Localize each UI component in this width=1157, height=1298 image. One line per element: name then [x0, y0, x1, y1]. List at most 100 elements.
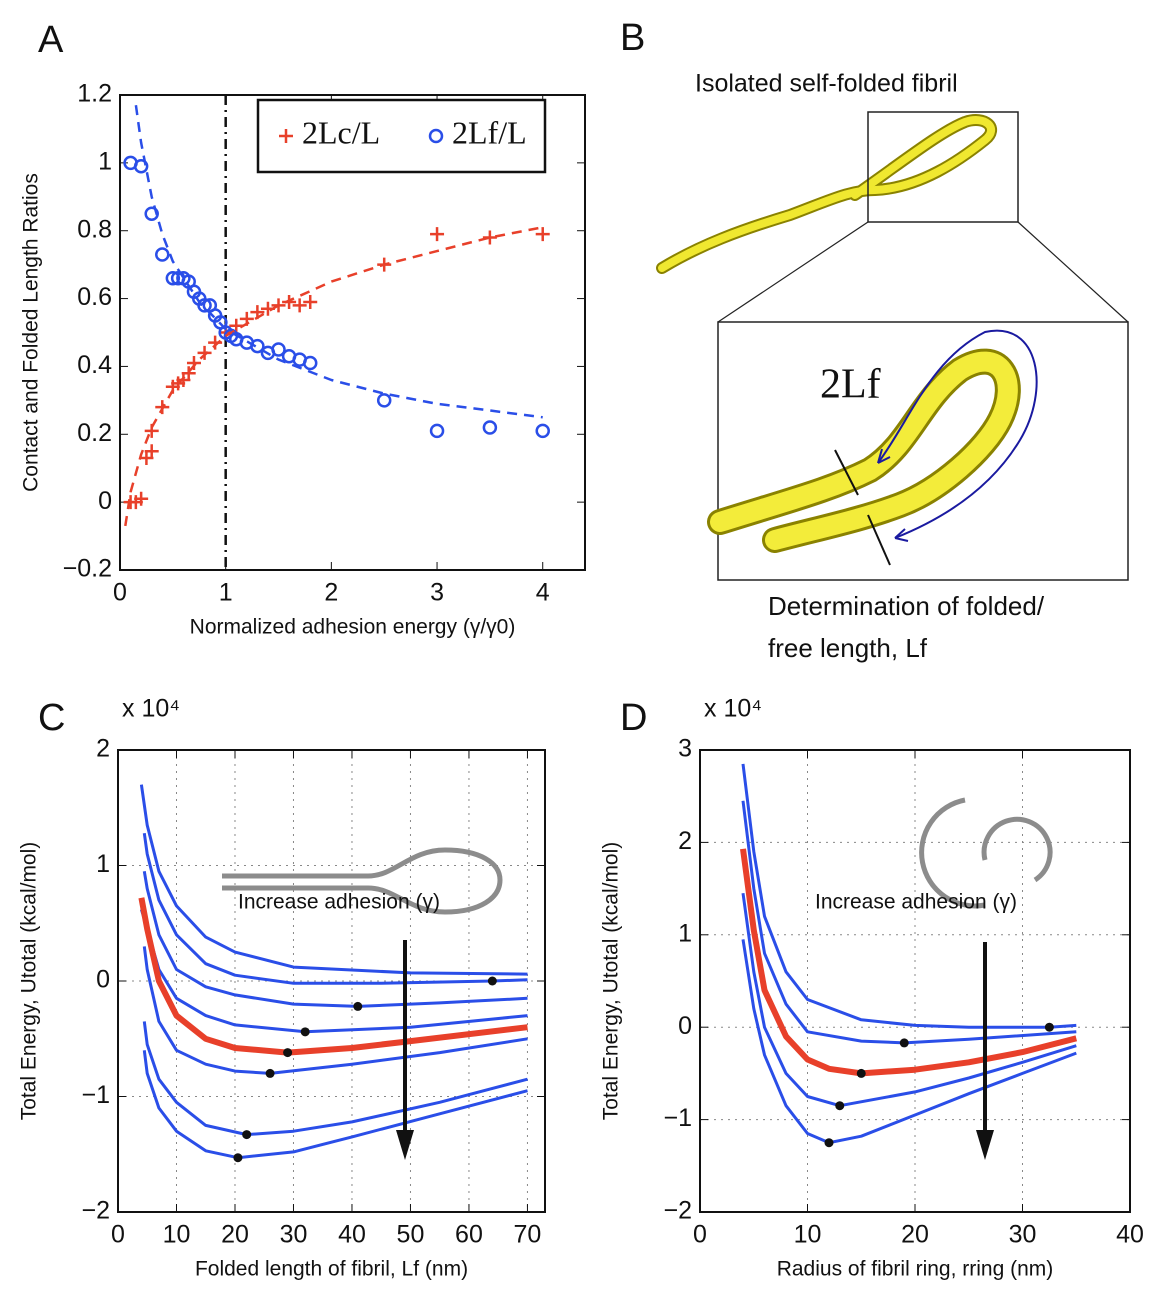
circle-marker — [376, 393, 392, 408]
panel-letter: A — [38, 19, 64, 61]
legend-box — [256, 98, 547, 174]
energy-curve — [139, 784, 528, 976]
y-tick-label: −0.2 — [63, 555, 112, 583]
y-axis-label: Total Energy, Utotal (kcal/mol) — [600, 842, 623, 1121]
axis-multiplier: x 10⁴ — [704, 695, 762, 723]
y-tick-label: 0 — [96, 966, 110, 994]
circle-marker — [165, 270, 181, 286]
zoom-line — [1017, 221, 1129, 323]
y-tick-label: 1 — [96, 850, 110, 878]
fit-curve — [134, 105, 543, 419]
x-tick-label: 70 — [514, 1221, 542, 1249]
energy-curve — [142, 1050, 528, 1160]
y-tick-label: 1 — [678, 919, 692, 947]
minimum-dot — [233, 1153, 243, 1163]
circle-marker — [535, 423, 550, 439]
circle-marker — [250, 338, 265, 354]
hairpin-icon — [222, 847, 503, 915]
y-tick-label: 0 — [678, 1012, 692, 1040]
zoom-line — [717, 221, 869, 323]
series-group — [138, 784, 528, 1163]
minimum-dot — [300, 1027, 310, 1037]
x-tick-label: 3 — [430, 579, 444, 607]
plot-frame — [119, 94, 586, 571]
trend-arrow-head — [396, 1130, 414, 1160]
cut-mark — [867, 514, 891, 566]
y-tick-label: −1 — [663, 1104, 692, 1132]
fibril-small — [658, 116, 995, 272]
minimum-dot — [899, 1038, 909, 1048]
plus-marker — [292, 298, 307, 313]
minimum-dot — [487, 976, 497, 986]
panel-b: B Isolated self-folded fibril 2Lf Determ… — [620, 17, 1129, 663]
ring-icon — [919, 797, 986, 909]
minimum-dot — [824, 1138, 834, 1148]
circle-marker — [271, 342, 286, 357]
energy-curve — [741, 892, 1077, 1108]
annotation: Increase adhesion (γ) — [815, 891, 1017, 914]
energy-curve — [741, 763, 1077, 1029]
x-tick-label: 20 — [221, 1221, 249, 1249]
plus-marker — [144, 444, 159, 459]
circle-marker — [155, 247, 170, 262]
x-tick-label: 0 — [111, 1221, 125, 1249]
y-tick-label: 2 — [678, 827, 692, 855]
energy-curve — [741, 800, 1077, 1045]
plus-marker — [430, 227, 445, 242]
plus-marker — [134, 491, 149, 506]
x-tick-label: 60 — [455, 1221, 483, 1249]
plus-marker — [186, 356, 201, 371]
plot-frame — [117, 749, 546, 1213]
x-tick-label: 30 — [1009, 1221, 1037, 1249]
x-tick-label: 0 — [113, 579, 127, 607]
diagram-title: Isolated self-folded fibril — [695, 70, 958, 98]
y-tick-label: 1 — [98, 147, 112, 175]
y-tick-label: 0.2 — [77, 419, 112, 447]
y-tick-label: −1 — [81, 1081, 110, 1109]
panel-letter: D — [620, 697, 647, 739]
plus-marker — [181, 366, 196, 381]
y-tick-label: 0.6 — [77, 283, 112, 311]
x-tick-label: 50 — [397, 1221, 425, 1249]
x-tick-label: 10 — [163, 1221, 191, 1249]
zoom-box — [867, 111, 1019, 223]
energy-curve — [142, 1021, 528, 1137]
panel-letter: B — [620, 17, 645, 59]
caption: Determination of folded/ — [768, 591, 1045, 621]
plus-marker — [271, 298, 286, 313]
axis-multiplier: x 10⁴ — [122, 695, 180, 723]
legend-label: 2Lc/L — [302, 114, 380, 150]
energy-curve — [142, 871, 528, 1008]
energy-curve — [138, 897, 528, 1056]
plot-frame — [699, 749, 1131, 1213]
plot-background — [120, 95, 585, 570]
x-tick-label: 10 — [794, 1221, 822, 1249]
y-tick-label: 0.4 — [77, 351, 112, 379]
x-tick-label: 2 — [324, 579, 338, 607]
annotation: Increase adhesion (γ) — [238, 891, 440, 914]
circle-marker — [428, 128, 444, 144]
y-tick-label: 0.8 — [77, 215, 112, 243]
y-tick-label: −2 — [663, 1197, 692, 1225]
minimum-dot — [856, 1068, 866, 1078]
x-axis-label: Normalized adhesion energy (γ/γ0) — [190, 616, 516, 639]
series-group — [123, 105, 550, 527]
minimum-dot — [1044, 1022, 1054, 1032]
panel: 0 10 20 30 40 50 60 70 −2 −1 0 1 2 C Folded length of … — [18, 695, 546, 1281]
plus-marker — [279, 129, 293, 143]
length-arrow — [877, 329, 1038, 539]
y-tick-label: 2 — [96, 735, 110, 763]
plus-marker — [197, 345, 212, 360]
minimum-dot — [265, 1068, 275, 1078]
cut-mark — [834, 449, 859, 496]
plus-marker — [535, 227, 550, 242]
x-tick-label: 4 — [536, 579, 550, 607]
trend-arrow-head — [976, 1130, 994, 1160]
plus-marker — [303, 294, 318, 309]
x-tick-label: 1 — [219, 579, 233, 607]
x-tick-label: 40 — [1116, 1221, 1144, 1249]
y-tick-label: −2 — [81, 1197, 110, 1225]
circle-marker — [133, 159, 149, 174]
